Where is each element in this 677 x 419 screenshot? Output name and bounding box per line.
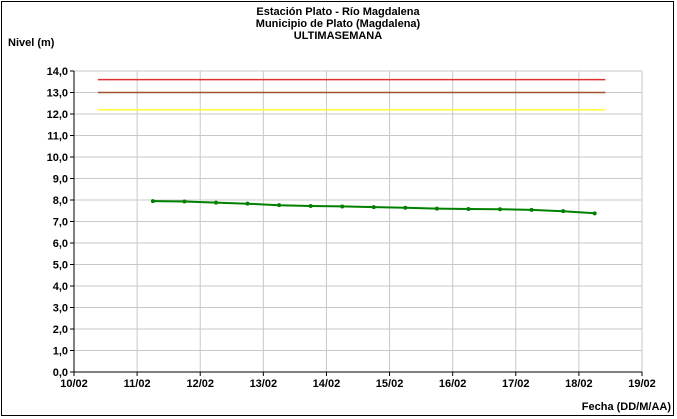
x-tick-label: 15/02 [376,378,404,390]
y-tick-label: 3,0 [53,303,68,315]
chart-title: Estación Plato - Río Magdalena Municipio… [256,6,421,42]
y-tick-label: 4,0 [53,281,68,293]
y-tick-label: 7,0 [53,217,68,229]
x-tick-labels: 10/02 11/02 12/02 13/02 14/02 15/02 16/02 17/02… [60,372,656,390]
y-tick-label: 5,0 [53,260,68,272]
y-tick-label: 6,0 [53,238,68,250]
x-tick-label: 16/02 [439,378,467,390]
x-axis-label: Fecha (DD/M/AA) [582,401,672,413]
x-tick-label: 11/02 [124,378,151,390]
data-point [466,207,471,212]
data-point [403,205,408,210]
x-tick-label: 18/02 [565,378,593,390]
chart-title-line-2: Municipio de Plato (Magdalena) [256,18,421,30]
data-point [182,199,187,204]
chart-title-line-1: Estación Plato - Río Magdalena [256,6,420,18]
x-tick-label: 13/02 [250,378,278,390]
data-point [277,203,282,208]
y-tick-label: 13,0 [47,88,68,100]
y-tick-label: 9,0 [53,174,68,186]
data-point [214,200,218,205]
data-series [150,199,597,216]
y-tick-label: 0,0 [53,367,68,379]
x-tick-label: 17/02 [502,378,530,390]
data-point [245,201,250,206]
data-point [529,207,534,212]
y-tick-labels: 0,0 1,0 2,0 3,0 4,0 5,0 6,0 7,0 8,0 9,0 10,0 11,0 12… [47,66,74,379]
y-tick-label: 14,0 [47,66,68,78]
data-point [340,204,345,209]
data-point [308,204,313,209]
data-point [592,211,597,216]
chart-title-line-3: ULTIMASEMANA [294,30,382,42]
data-point [498,207,502,212]
x-tick-label: 14/02 [313,378,341,390]
y-tick-label: 10,0 [47,152,68,164]
y-tick-label: 1,0 [53,346,68,358]
x-tick-label: 10/02 [60,378,88,390]
x-tick-label: 12/02 [186,378,214,390]
data-point [371,205,376,210]
threshold-lines [97,78,606,111]
y-axis-label: Nivel (m) [8,37,55,49]
y-tick-label: 12,0 [47,109,68,121]
y-tick-label: 2,0 [53,324,68,336]
data-point [434,206,439,211]
y-tick-label: 11,0 [47,131,68,143]
data-point [561,209,566,214]
data-point [150,199,155,204]
x-tick-label: 19/02 [628,378,656,390]
gridlines [73,70,643,373]
y-tick-label: 8,0 [53,195,68,207]
